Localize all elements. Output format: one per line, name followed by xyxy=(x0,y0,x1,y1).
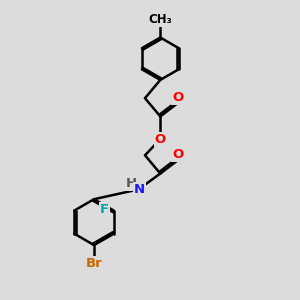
Text: Br: Br xyxy=(86,257,102,270)
Text: O: O xyxy=(155,133,166,146)
Text: H: H xyxy=(125,177,136,190)
Text: O: O xyxy=(172,148,184,161)
Text: O: O xyxy=(172,91,184,104)
Text: F: F xyxy=(100,203,109,216)
Text: N: N xyxy=(134,183,145,196)
Text: CH₃: CH₃ xyxy=(148,14,172,26)
